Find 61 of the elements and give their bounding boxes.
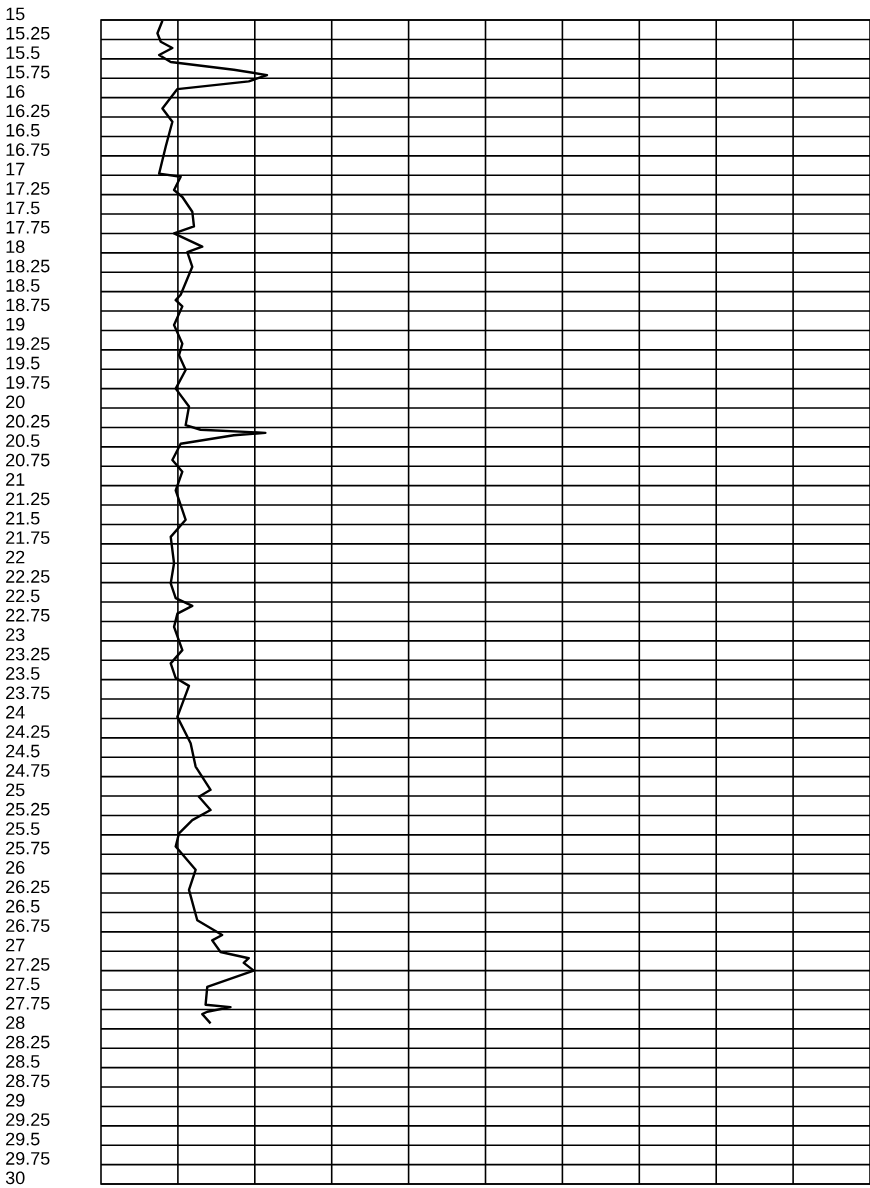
y-tick-label: 19 [6,317,25,331]
y-tick-label: 22.25 [6,570,50,583]
y-tick-label: 17.5 [6,201,40,215]
y-tick-label: 23.5 [6,667,40,680]
y-tick-label: 16.75 [6,143,50,157]
y-tick-label: 17.25 [6,182,50,195]
y-tick-label: 18.75 [6,298,50,312]
y-tick-label: 24.75 [6,764,50,777]
y-tick-label: 15.25 [6,26,50,40]
y-tick-label: 28 [6,1016,25,1029]
y-tick-label: 20 [6,395,25,409]
y-tick-label: 20.5 [6,434,40,448]
y-tick-label: 26.75 [6,919,50,932]
y-tick-label: 25 [6,783,25,797]
y-tick-label: 29.75 [6,1152,50,1165]
y-tick-label: 19.25 [6,337,50,351]
y-tick-label: 24 [6,705,25,719]
y-tick-label: 29.25 [6,1113,50,1126]
y-tick-label: 20.25 [6,414,50,428]
y-tick-label: 21.25 [6,492,50,506]
y-tick-label: 22.75 [6,608,50,622]
y-tick-label: 26.25 [6,880,50,894]
y-tick-label: 26 [6,861,25,874]
y-tick-label: 30 [5,1171,25,1185]
y-tick-label: 18.5 [6,279,40,292]
y-tick-label: 29 [6,1093,25,1107]
y-tick-label: 27.75 [6,996,50,1010]
y-tick-label: 25.5 [6,822,40,835]
y-tick-label: 25.25 [6,802,50,816]
y-tick-label: 23 [6,628,25,641]
y-tick-label: 26.5 [6,899,40,913]
y-tick-label: 16 [6,85,25,98]
y-tick-label: 29.5 [6,1132,40,1146]
y-tick-label: 28.25 [6,1035,50,1049]
y-tick-label: 16.25 [6,104,50,118]
y-tick-label: 22 [6,550,25,564]
y-tick-label: 19.5 [6,356,40,370]
y-tick-label: 18.25 [6,259,50,273]
y-tick-label: 28.5 [6,1055,40,1068]
y-tick-label: 27 [6,938,25,952]
y-tick-label: 21 [6,473,25,486]
y-tick-label: 15.75 [6,65,50,79]
y-tick-label: 19.75 [6,376,50,389]
y-tick-label: 15 [6,7,25,21]
y-tick-label: 23.25 [6,647,50,661]
y-tick-label: 16.5 [6,123,40,137]
y-tick-label: 21.5 [6,511,40,525]
y-tick-label: 24.25 [6,725,50,738]
y-tick-label: 22.5 [6,589,40,603]
y-tick-label: 20.75 [6,453,50,467]
y-tick-label: 28.75 [6,1074,50,1088]
y-tick-label: 18 [6,240,25,254]
y-tick-label: 15.5 [6,46,40,60]
y-tick-label: 17.75 [6,221,50,234]
y-tick-label: 25.75 [6,841,50,855]
y-tick-label: 27.25 [6,958,50,971]
y-tick-label: 27.5 [6,977,40,991]
y-tick-label: 17 [6,162,25,176]
y-tick-label: 24.5 [6,744,40,758]
y-tick-label: 23.75 [6,686,50,700]
y-tick-label: 21.75 [6,531,50,545]
